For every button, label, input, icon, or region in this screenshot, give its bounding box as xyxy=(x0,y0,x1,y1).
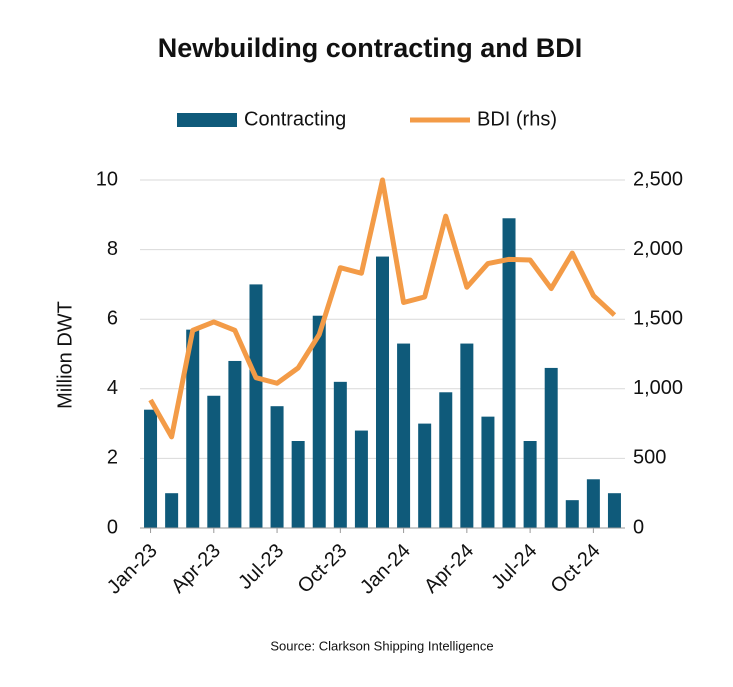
bar xyxy=(523,441,537,528)
bar xyxy=(249,284,263,528)
y-tick-label: 10 xyxy=(96,168,118,190)
y-axis-label: Million DWT xyxy=(54,301,76,409)
legend-label: BDI (rhs) xyxy=(477,108,557,130)
bar xyxy=(207,395,221,528)
bar xyxy=(607,493,621,528)
bar xyxy=(418,423,432,528)
source: Source: Clarkson Shipping Intelligence xyxy=(270,638,493,653)
bar xyxy=(565,500,579,528)
bar xyxy=(228,360,242,528)
bar xyxy=(165,493,179,528)
x-tick-label: Apr-23 xyxy=(167,540,225,598)
x-tick-label: Jan-23 xyxy=(103,540,162,599)
bar xyxy=(502,218,516,528)
x-tick-label: Oct-24 xyxy=(547,540,605,598)
y2-tick-label: 0 xyxy=(633,516,644,538)
bar xyxy=(144,409,158,528)
bar xyxy=(333,381,347,528)
x-tick-label: Jan-24 xyxy=(356,540,415,599)
y-tick-label: 0 xyxy=(107,516,118,538)
legend-label: Contracting xyxy=(244,108,346,130)
legend-swatch xyxy=(177,113,237,127)
x-tick-label: Oct-23 xyxy=(294,540,352,598)
bar xyxy=(544,367,558,528)
y2-tick-label: 2,500 xyxy=(633,168,683,190)
y2-tick-label: 1,000 xyxy=(633,377,683,399)
y-tick-label: 8 xyxy=(107,238,118,260)
bar xyxy=(291,441,305,528)
bar xyxy=(460,343,474,528)
y-tick-label: 4 xyxy=(107,377,118,399)
y2-tick-label: 1,500 xyxy=(633,307,683,329)
y-tick-label: 6 xyxy=(107,307,118,329)
bar xyxy=(354,430,368,528)
bar xyxy=(186,329,200,528)
bar xyxy=(312,315,326,528)
y2-tick-label: 500 xyxy=(633,447,666,469)
chart-title: Newbuilding contracting and BDI xyxy=(158,33,583,63)
x-tick-label: Jul-23 xyxy=(234,540,288,594)
bar xyxy=(376,256,389,528)
line xyxy=(148,177,617,440)
bar xyxy=(397,343,411,528)
bar xyxy=(586,479,600,528)
x-tick-label: Apr-24 xyxy=(420,540,478,598)
bar xyxy=(270,406,284,528)
bar xyxy=(481,416,495,528)
bar xyxy=(439,392,453,528)
x-tick-label: Jul-24 xyxy=(487,540,541,594)
y2-tick-label: 2,000 xyxy=(633,238,683,260)
y-tick-label: 2 xyxy=(107,447,118,469)
